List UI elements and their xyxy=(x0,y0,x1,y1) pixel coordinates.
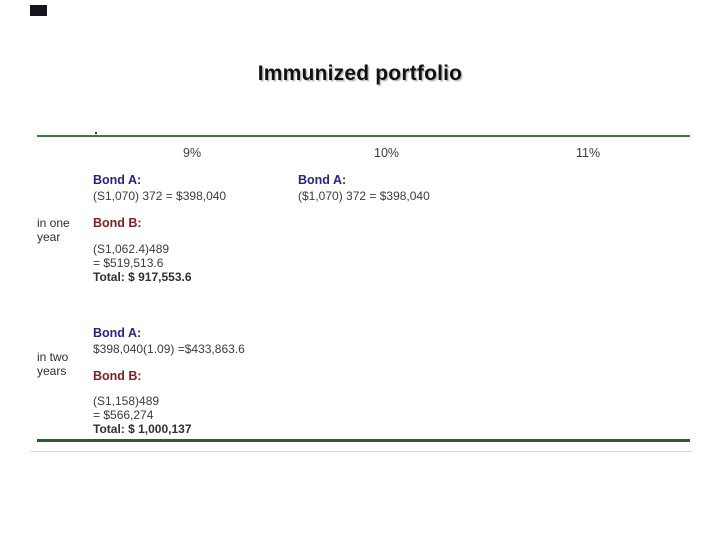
stray-dot xyxy=(95,132,97,134)
row-label-two-years: in two years xyxy=(37,350,69,378)
bond-b-calc-line1-r1c1: (S1,062.4)489 xyxy=(93,242,170,256)
total-one-year: Total: $ 917,553.6 xyxy=(93,270,192,284)
row-label-one-year: in one year xyxy=(37,216,70,244)
bond-a-calc-r1c2: ($1,070) 372 = $398,040 xyxy=(298,189,430,203)
column-header-10pct: 10% xyxy=(374,146,400,160)
corner-marker xyxy=(30,5,47,16)
bond-a-label-r1c1: Bond A: xyxy=(93,173,142,187)
bond-a-calc-r2c1: $398,040(1.09) =$433,863.6 xyxy=(93,342,245,356)
bond-a-label-r2c1: Bond A: xyxy=(93,326,142,340)
column-header-11pct: 11% xyxy=(576,146,601,160)
total-two-years: Total: $ 1,000,137 xyxy=(93,422,192,436)
table-top-border xyxy=(37,135,690,137)
bond-b-label-r2c1: Bond B: xyxy=(93,369,142,383)
bond-a-calc-r1c1: (S1,070) 372 = $398,040 xyxy=(93,189,227,203)
bottom-faint-line xyxy=(30,451,692,452)
column-header-9pct: 9% xyxy=(183,146,202,160)
slide-title: Immunized portfolio xyxy=(257,62,463,85)
table-bottom-border xyxy=(37,439,690,442)
bond-b-label-r1c1: Bond B: xyxy=(93,216,142,230)
bond-b-calc-line2-r1c1: = $519,513.6 xyxy=(93,256,164,270)
bond-b-calc-line2-r2c1: = $566,274 xyxy=(93,408,154,422)
bond-b-calc-line1-r2c1: (S1,158)489 xyxy=(93,394,160,408)
bond-a-label-r1c2: Bond A: xyxy=(298,173,347,187)
